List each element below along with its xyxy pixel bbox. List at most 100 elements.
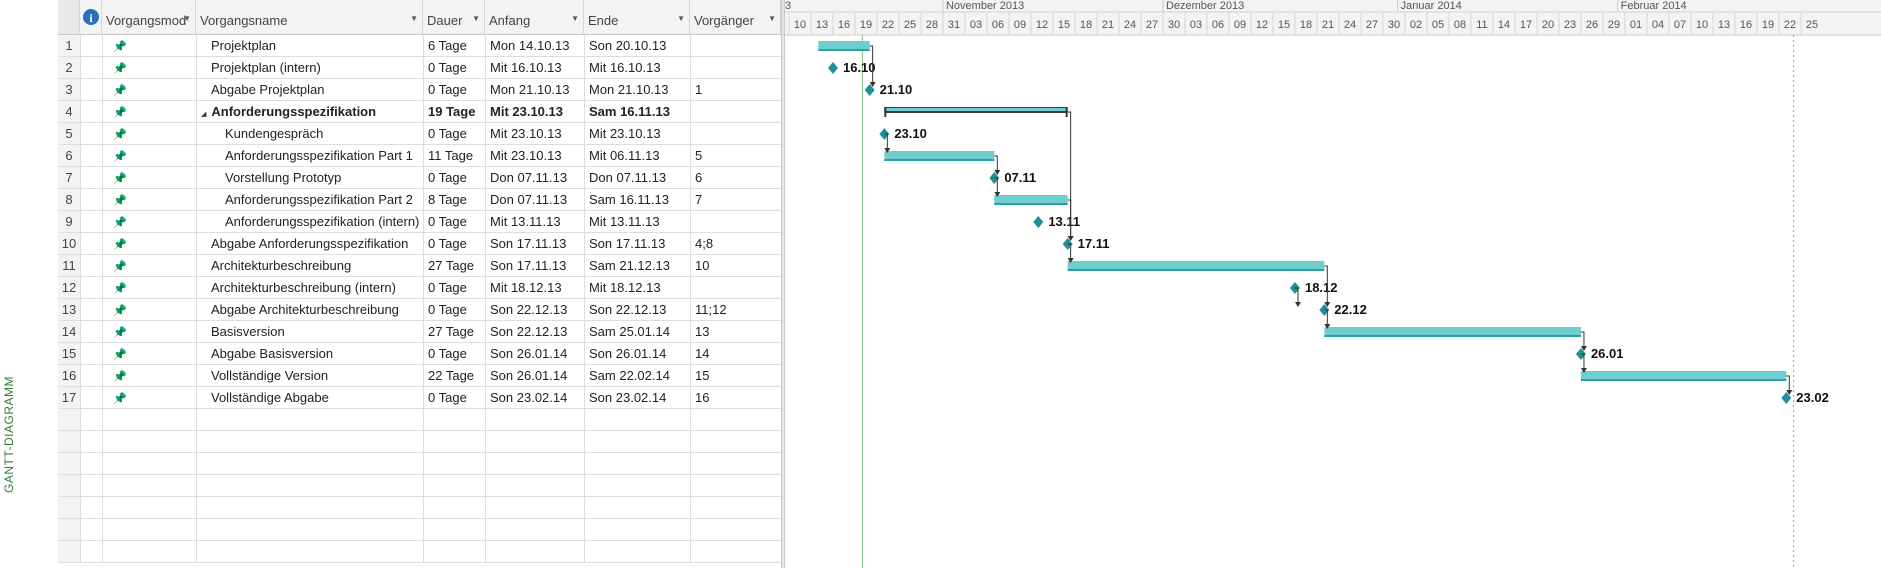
column-header-start[interactable]: Anfang ▼: [485, 0, 584, 35]
task-end-cell[interactable]: Mit 16.10.13: [584, 57, 690, 78]
table-row[interactable]: [58, 409, 781, 431]
row-id-cell[interactable]: 14: [58, 321, 80, 342]
row-id[interactable]: [58, 409, 80, 430]
task-predecessors-cell[interactable]: 6: [690, 167, 781, 188]
task-duration-cell[interactable]: 0 Tage: [423, 79, 485, 100]
table-row[interactable]: [58, 475, 781, 497]
row-id-cell[interactable]: 16: [58, 365, 80, 386]
row-id-cell[interactable]: 1: [58, 35, 80, 56]
task-bar[interactable]: [1580, 371, 1787, 381]
task-end[interactable]: [584, 497, 691, 518]
task-start-cell[interactable]: Son 17.11.13: [485, 233, 584, 254]
task-start-cell[interactable]: Son 22.12.13: [485, 299, 584, 320]
task-duration-cell[interactable]: 0 Tage: [423, 277, 485, 298]
task-predecessors-cell[interactable]: 4;8: [690, 233, 781, 254]
task-duration-cell[interactable]: 11 Tage: [423, 145, 485, 166]
task-end-cell[interactable]: Son 23.02.14: [584, 387, 690, 408]
column-header-duration[interactable]: Dauer ▼: [423, 0, 485, 35]
task-end[interactable]: [584, 519, 691, 540]
task-duration-cell[interactable]: 0 Tage: [423, 343, 485, 364]
row-id-cell[interactable]: 2: [58, 57, 80, 78]
task-start-cell[interactable]: Mon 21.10.13: [485, 79, 584, 100]
task-duration[interactable]: [423, 497, 486, 518]
task-predecessors-cell[interactable]: [690, 57, 781, 78]
table-row[interactable]: 12 📌 Architekturbeschreibung (intern) 0 Tag…: [58, 277, 781, 299]
task-end[interactable]: [584, 409, 691, 430]
row-id[interactable]: [58, 475, 80, 496]
row-id-cell[interactable]: 6: [58, 145, 80, 166]
task-predecessors-cell[interactable]: [690, 277, 781, 298]
table-row[interactable]: 4 📌 ◢ Anforderungsspezifikation 19 Tage Mit 2…: [58, 101, 781, 123]
task-bar[interactable]: [1067, 261, 1325, 271]
task-end-cell[interactable]: Don 07.11.13: [584, 167, 690, 188]
task-bar[interactable]: [994, 195, 1068, 205]
table-row[interactable]: [58, 541, 781, 563]
task-end[interactable]: [584, 431, 691, 452]
task-start[interactable]: [485, 409, 585, 430]
row-id-cell[interactable]: 3: [58, 79, 80, 100]
task-start-cell[interactable]: Mit 16.10.13: [485, 57, 584, 78]
task-name-cell[interactable]: Anforderungsspezifikation Part 2: [196, 189, 423, 210]
task-end-cell[interactable]: Mit 13.11.13: [584, 211, 690, 232]
row-id-cell[interactable]: 15: [58, 343, 80, 364]
task-end[interactable]: [584, 541, 691, 562]
row-id-cell[interactable]: 13: [58, 299, 80, 320]
row-id-cell[interactable]: 4: [58, 101, 80, 122]
task-start-cell[interactable]: Son 23.02.14: [485, 387, 584, 408]
milestone-diamond[interactable]: [1781, 392, 1792, 404]
task-end[interactable]: [584, 475, 691, 496]
row-id[interactable]: [58, 453, 80, 474]
task-predecessors[interactable]: [690, 519, 781, 540]
task-start-cell[interactable]: Mit 23.10.13: [485, 101, 584, 122]
task-start-cell[interactable]: Mit 23.10.13: [485, 123, 584, 144]
task-name-cell[interactable]: Anforderungsspezifikation (intern): [196, 211, 423, 232]
task-duration-cell[interactable]: 8 Tage: [423, 189, 485, 210]
task-duration-cell[interactable]: 0 Tage: [423, 233, 485, 254]
task-duration-cell[interactable]: 0 Tage: [423, 387, 485, 408]
task-end-cell[interactable]: Son 20.10.13: [584, 35, 690, 56]
task-predecessors-cell[interactable]: 11;12: [690, 299, 781, 320]
info-column-header[interactable]: i: [80, 0, 102, 35]
row-id-cell[interactable]: 12: [58, 277, 80, 298]
task-end-cell[interactable]: Sam 25.01.14: [584, 321, 690, 342]
milestone-diamond[interactable]: [827, 62, 838, 74]
row-id-cell[interactable]: 5: [58, 123, 80, 144]
table-row[interactable]: 14 📌 Basisversion 27 Tage Son 22.12.13 Sam 25…: [58, 321, 781, 343]
task-predecessors[interactable]: [690, 453, 781, 474]
task-start-cell[interactable]: Mon 14.10.13: [485, 35, 584, 56]
task-bar[interactable]: [818, 41, 870, 51]
task-end[interactable]: [584, 453, 691, 474]
task-name[interactable]: [196, 475, 424, 496]
table-row[interactable]: [58, 431, 781, 453]
column-header-end[interactable]: Ende ▼: [584, 0, 690, 35]
task-duration-cell[interactable]: 0 Tage: [423, 211, 485, 232]
task-start-cell[interactable]: Son 26.01.14: [485, 343, 584, 364]
task-duration[interactable]: [423, 475, 486, 496]
row-id-cell[interactable]: 17: [58, 387, 80, 408]
table-row[interactable]: [58, 519, 781, 541]
table-row[interactable]: [58, 497, 781, 519]
task-predecessors[interactable]: [690, 475, 781, 496]
task-name[interactable]: [196, 409, 424, 430]
task-duration-cell[interactable]: 0 Tage: [423, 123, 485, 144]
task-predecessors-cell[interactable]: 13: [690, 321, 781, 342]
task-bar[interactable]: [1324, 327, 1581, 337]
task-duration[interactable]: [423, 519, 486, 540]
table-row[interactable]: 9 📌 Anforderungsspezifikation (intern) 0 Ta…: [58, 211, 781, 233]
task-name-cell[interactable]: Abgabe Anforderungsspezifikation: [196, 233, 423, 254]
task-predecessors[interactable]: [690, 497, 781, 518]
task-duration[interactable]: [423, 541, 486, 562]
task-end-cell[interactable]: Sam 21.12.13: [584, 255, 690, 276]
chevron-down-icon[interactable]: ▼: [571, 14, 579, 23]
task-name[interactable]: [196, 519, 424, 540]
chevron-down-icon[interactable]: ▼: [183, 14, 191, 23]
task-start[interactable]: [485, 497, 585, 518]
row-id-cell[interactable]: 9: [58, 211, 80, 232]
table-row[interactable]: 1 📌 Projektplan 6 Tage Mon 14.10.13 Son 20.10…: [58, 35, 781, 57]
task-start-cell[interactable]: Don 07.11.13: [485, 167, 584, 188]
table-row[interactable]: 10 📌 Abgabe Anforderungsspezifikation 0 Tag…: [58, 233, 781, 255]
task-name-cell[interactable]: Vollständige Abgabe: [196, 387, 423, 408]
task-predecessors-cell[interactable]: 14: [690, 343, 781, 364]
chevron-down-icon[interactable]: ▼: [677, 14, 685, 23]
milestone-diamond[interactable]: [879, 128, 890, 140]
